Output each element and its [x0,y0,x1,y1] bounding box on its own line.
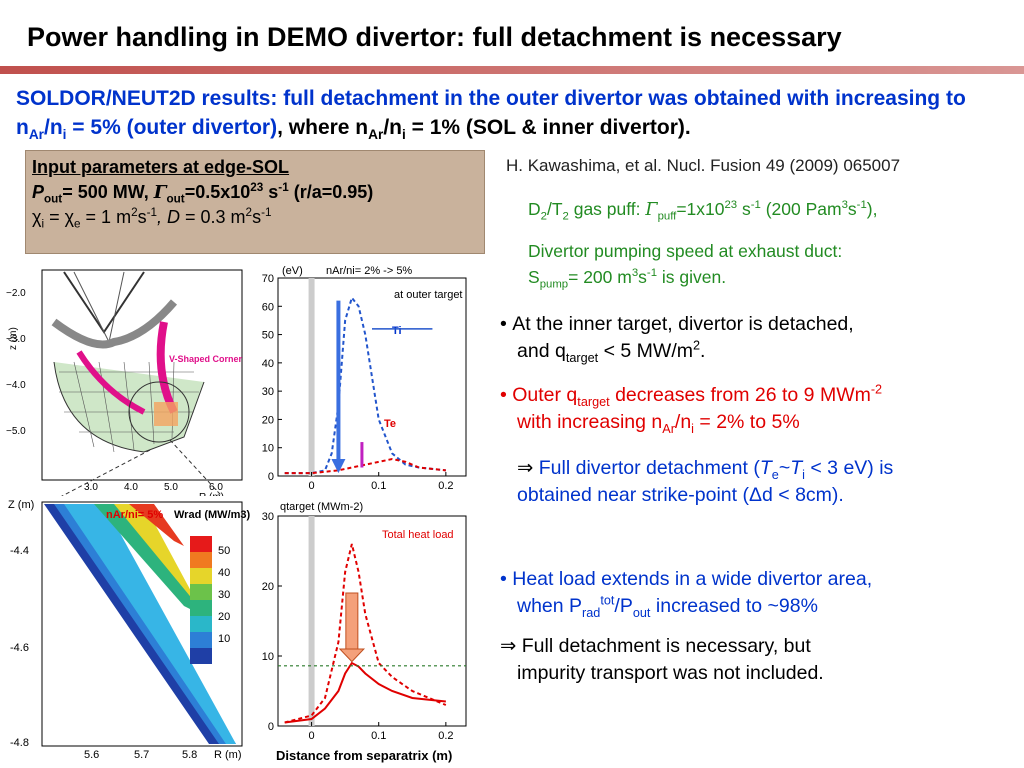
bullet-conclusion: ⇒ Full detachment is necessary, but impu… [500,635,824,684]
input-parameters-box: Input parameters at edge-SOL Pout= 500 M… [25,150,485,254]
pumping-speed-note: Divertor pumping speed at exhaust duct: … [528,241,843,291]
rad-note: nAr/ni= 5% [106,509,163,521]
rad-legend-tick: 50 [218,545,230,557]
plot-frame [277,515,467,727]
te-label: Te [384,418,396,430]
rad-legend-tick: 10 [218,633,230,645]
separatrix-band [308,516,315,726]
heat-load-chart: qtarget (MWm-2) Total heat load Distance… [252,498,492,764]
radiation-contour-panel: Z (m) -4.4 -4.6 -4.8 5.6 5.7 5.8 R (m) n… [4,496,254,764]
input-flux-line: Pout= 500 MW, Γout=0.5x1023 s-1 (r/a=0.9… [32,181,374,206]
rad-xlabel: R (m) [214,749,242,761]
ti-label: Ti [392,325,402,337]
input-parameters-heading: Input parameters at edge-SOL [32,157,290,177]
arrow-head [338,648,366,663]
x-tick-label: 0 [309,730,315,742]
y-tick-label: 10 [262,443,274,455]
v-shaped-corner-label: V-Shaped Corner [169,354,243,364]
mesh-xtick: 3.0 [84,482,98,493]
temp-annotation: at outer target [394,289,463,301]
rad-xtick: 5.6 [84,749,99,761]
divertor-mesh-panel: z (m) −2.0 −3.0 −4.0 −5.0 3.0 4.0 5.0 6.… [4,262,244,502]
mesh-ytick: −5.0 [6,426,26,437]
mesh-ytick: −2.0 [6,288,26,299]
series-line-0 [284,543,447,724]
zoom-connector-lines [44,439,231,506]
mesh-xtick: 5.0 [164,482,178,493]
plot-frame [277,277,467,477]
bullet-full-detachment: ⇒ Full divertor detachment (Te~Ti < 3 eV… [517,457,894,506]
heat-xlabel: Distance from separatrix (m) [276,748,452,763]
bullet-outer-qtarget: • Outer qtarget decreases from 26 to 9 M… [500,382,883,436]
separatrix-band [308,278,315,476]
rad-legend-title: Wrad (MW/m3) [174,509,251,521]
heat-drop-arrow [345,592,359,650]
y-tick-label: 0 [268,471,274,483]
temp-ylabel: (eV) [282,265,303,277]
rad-legend-tick: 30 [218,589,230,601]
y-tick-label: 60 [262,301,274,313]
rad-ytick: -4.6 [10,642,29,654]
x-tick-label: 0.1 [371,730,386,742]
temp-title: nAr/ni= 2% -> 5% [326,265,412,277]
rad-xtick: 5.8 [182,749,197,761]
temperature-chart: (eV) nAr/ni= 2% -> 5% at outer target Ti… [252,262,492,494]
y-tick-label: 10 [262,651,274,663]
rad-legend-tick: 20 [218,611,230,623]
x-tick-label: 0.1 [371,480,386,492]
x-tick-label: 0 [309,480,315,492]
y-tick-label: 30 [262,511,274,523]
y-tick-label: 30 [262,386,274,398]
mesh-xtick: 6.0 [209,482,223,493]
heat-title: Total heat load [382,529,454,541]
bullet-inner-target: • At the inner target, divertor is detac… [500,313,854,365]
y-tick-label: 20 [262,414,274,426]
heat-ylabel: qtarget (MWm-2) [280,501,363,513]
series-line-1 [284,458,446,475]
rad-legend-tick: 40 [218,567,230,579]
mesh-ytick: −4.0 [6,380,26,391]
rad-ylabel: Z (m) [8,499,34,511]
reference-citation: H. Kawashima, et al. Nucl. Fusion 49 (20… [506,156,901,175]
y-tick-label: 40 [262,358,274,370]
series-line-0 [284,295,446,475]
bullet-heat-load: • Heat load extends in a wide divertor a… [500,568,873,620]
y-tick-label: 0 [268,721,274,733]
slide-title: Power handling in DEMO divertor: full de… [27,22,842,52]
title-underline-bar [0,66,1024,74]
gas-puff-note: D2/T2 gas puff: Γpuff=1x1023 s-1 (200 Pa… [528,199,878,223]
y-tick-label: 20 [262,581,274,593]
y-tick-label: 70 [262,273,274,285]
mesh-xtick: 4.0 [124,482,138,493]
rad-xtick: 5.7 [134,749,149,761]
series-line-1 [284,661,446,724]
rad-ytick: -4.4 [10,545,29,557]
mesh-ylabel: z (m) [8,327,19,350]
mesh-ytick: −3.0 [6,334,26,345]
lead-statement: SOLDOR/NEUT2D results: full detachment i… [16,87,966,143]
rad-ytick: -4.8 [10,737,29,749]
y-tick-label: 50 [262,330,274,342]
x-tick-label: 0.2 [438,730,453,742]
x-tick-label: 0.2 [438,480,453,492]
arrow-head [331,459,346,474]
input-transport-line: χi = χe = 1 m2s-1, D = 0.3 m2s-1 [32,206,272,231]
